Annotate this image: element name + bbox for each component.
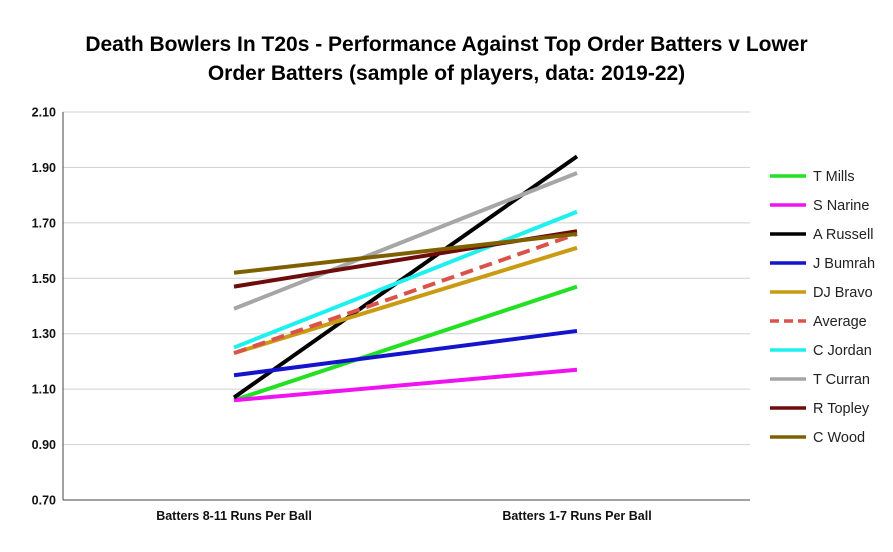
y-tick-label: 1.50 <box>32 272 56 286</box>
legend-label: S Narine <box>813 198 869 214</box>
legend-label: A Russell <box>813 227 873 243</box>
y-tick-label: 0.90 <box>32 438 56 452</box>
y-tick-label: 2.10 <box>32 106 56 120</box>
legend-label: T Curran <box>813 372 870 388</box>
legend-label: C Wood <box>813 430 865 446</box>
chart-title-line-1: Death Bowlers In T20s - Performance Agai… <box>85 33 808 56</box>
series-lines <box>232 154 579 403</box>
series-line-c-jordan <box>233 209 578 350</box>
y-tick-label: 1.70 <box>32 216 56 230</box>
legend-label: C Jordan <box>813 343 872 359</box>
y-tick-label: 1.90 <box>32 161 56 175</box>
chart-title-line-2: Order Batters (sample of players, data: … <box>207 62 686 85</box>
y-tick-label: 1.10 <box>32 383 56 397</box>
legend-label: J Bumrah <box>813 256 875 272</box>
series-line-average <box>233 232 578 356</box>
y-tick-label: 1.30 <box>32 327 56 341</box>
legend-label: T Mills <box>813 169 855 185</box>
series-line-t-curran <box>233 171 578 311</box>
series-line-j-bumrah <box>233 328 578 378</box>
series-line-c-wood <box>233 231 578 275</box>
y-tick-label: 0.70 <box>32 494 56 508</box>
gridlines <box>62 111 750 501</box>
x-tick-label: Batters 8-11 Runs Per Ball <box>156 509 312 523</box>
legend-label: Average <box>813 314 867 330</box>
series-line-s-narine <box>233 367 578 403</box>
y-axis-ticks: 0.70 0.90 1.10 1.30 1.50 1.70 1.90 2.10 <box>32 106 56 508</box>
series-line-dj-bravo <box>233 245 578 356</box>
series-line-t-mills <box>233 284 578 403</box>
legend: T Mills S Narine A Russell J Bumrah DJ Bravo… <box>770 169 875 446</box>
legend-label: R Topley <box>813 401 870 417</box>
chart-title: Death Bowlers In T20s - Performance Agai… <box>0 30 893 88</box>
legend-label: DJ Bravo <box>813 285 873 301</box>
x-axis-ticks: Batters 8-11 Runs Per Ball Batters 1-7 Ru… <box>156 509 651 523</box>
x-tick-label: Batters 1-7 Runs Per Ball <box>502 509 651 523</box>
